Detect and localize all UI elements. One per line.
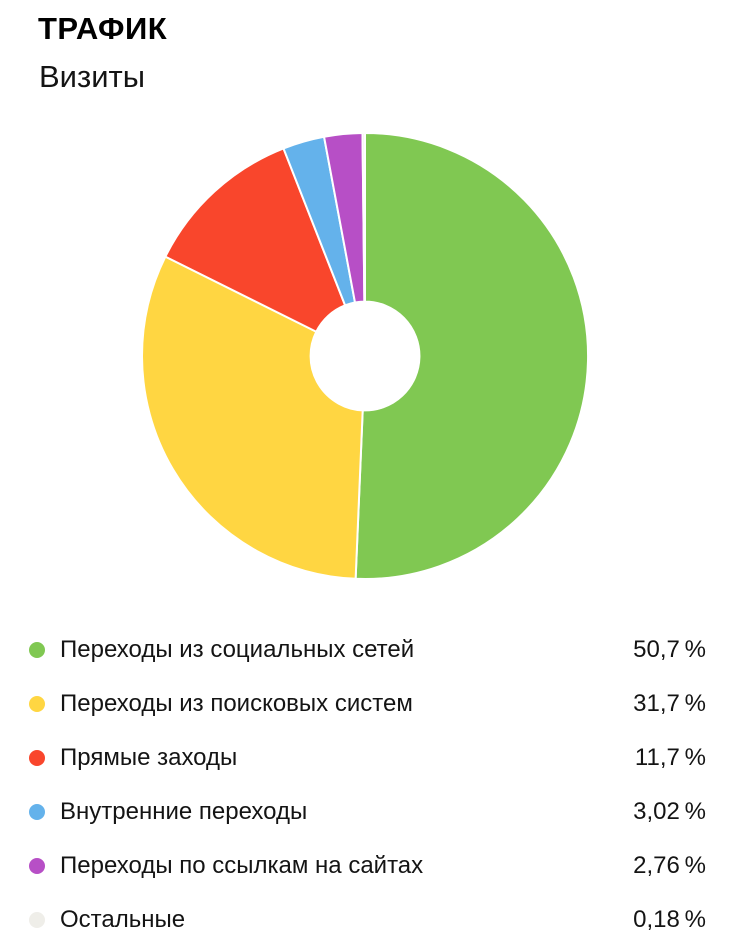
legend-item-3[interactable]: Прямые заходы 11,7 %: [0, 731, 746, 785]
legend-color-dot: [29, 696, 45, 712]
legend-color-dot: [29, 804, 45, 820]
legend-item-2[interactable]: Переходы из поисковых систем 31,7 %: [0, 677, 746, 731]
chart-legend: Переходы из социальных сетей 50,7 % Перехо…: [0, 623, 746, 947]
legend-color-dot: [29, 912, 45, 928]
widget-title: ТРАФИК: [38, 11, 168, 46]
legend-color-dot: [29, 858, 45, 874]
legend-value: 50,7 %: [633, 635, 706, 663]
pie-slice-3[interactable]: [164, 147, 347, 333]
legend-item-6[interactable]: Остальные 0,18 %: [0, 893, 746, 947]
pie-slice-2[interactable]: [141, 255, 364, 580]
legend-label: Переходы по ссылкам на сайтах: [60, 852, 424, 879]
widget-subtitle: Визиты: [39, 59, 146, 94]
legend-value: 3,02 %: [633, 797, 706, 825]
legend-label: Переходы из социальных сетей: [60, 636, 415, 663]
legend-color-dot: [29, 642, 45, 658]
legend-value: 2,76 %: [633, 851, 706, 879]
legend-value: 31,7 %: [633, 689, 706, 717]
traffic-donut-chart[interactable]: [140, 131, 590, 581]
legend-item-4[interactable]: Внутренние переходы 3,02 %: [0, 785, 746, 839]
legend-label: Остальные: [60, 906, 186, 933]
legend-item-5[interactable]: Переходы по ссылкам на сайтах 2,76 %: [0, 839, 746, 893]
legend-label: Прямые заходы: [60, 744, 238, 771]
legend-label: Внутренние переходы: [60, 798, 308, 825]
legend-value: 11,7 %: [634, 743, 706, 771]
legend-label: Переходы из поисковых систем: [60, 690, 413, 717]
legend-item-1[interactable]: Переходы из социальных сетей 50,7 %: [0, 623, 746, 677]
pie-slice-6[interactable]: [361, 131, 366, 303]
legend-color-dot: [29, 750, 45, 766]
pie-slice-1[interactable]: [354, 132, 590, 580]
legend-value: 0,18 %: [633, 905, 706, 933]
